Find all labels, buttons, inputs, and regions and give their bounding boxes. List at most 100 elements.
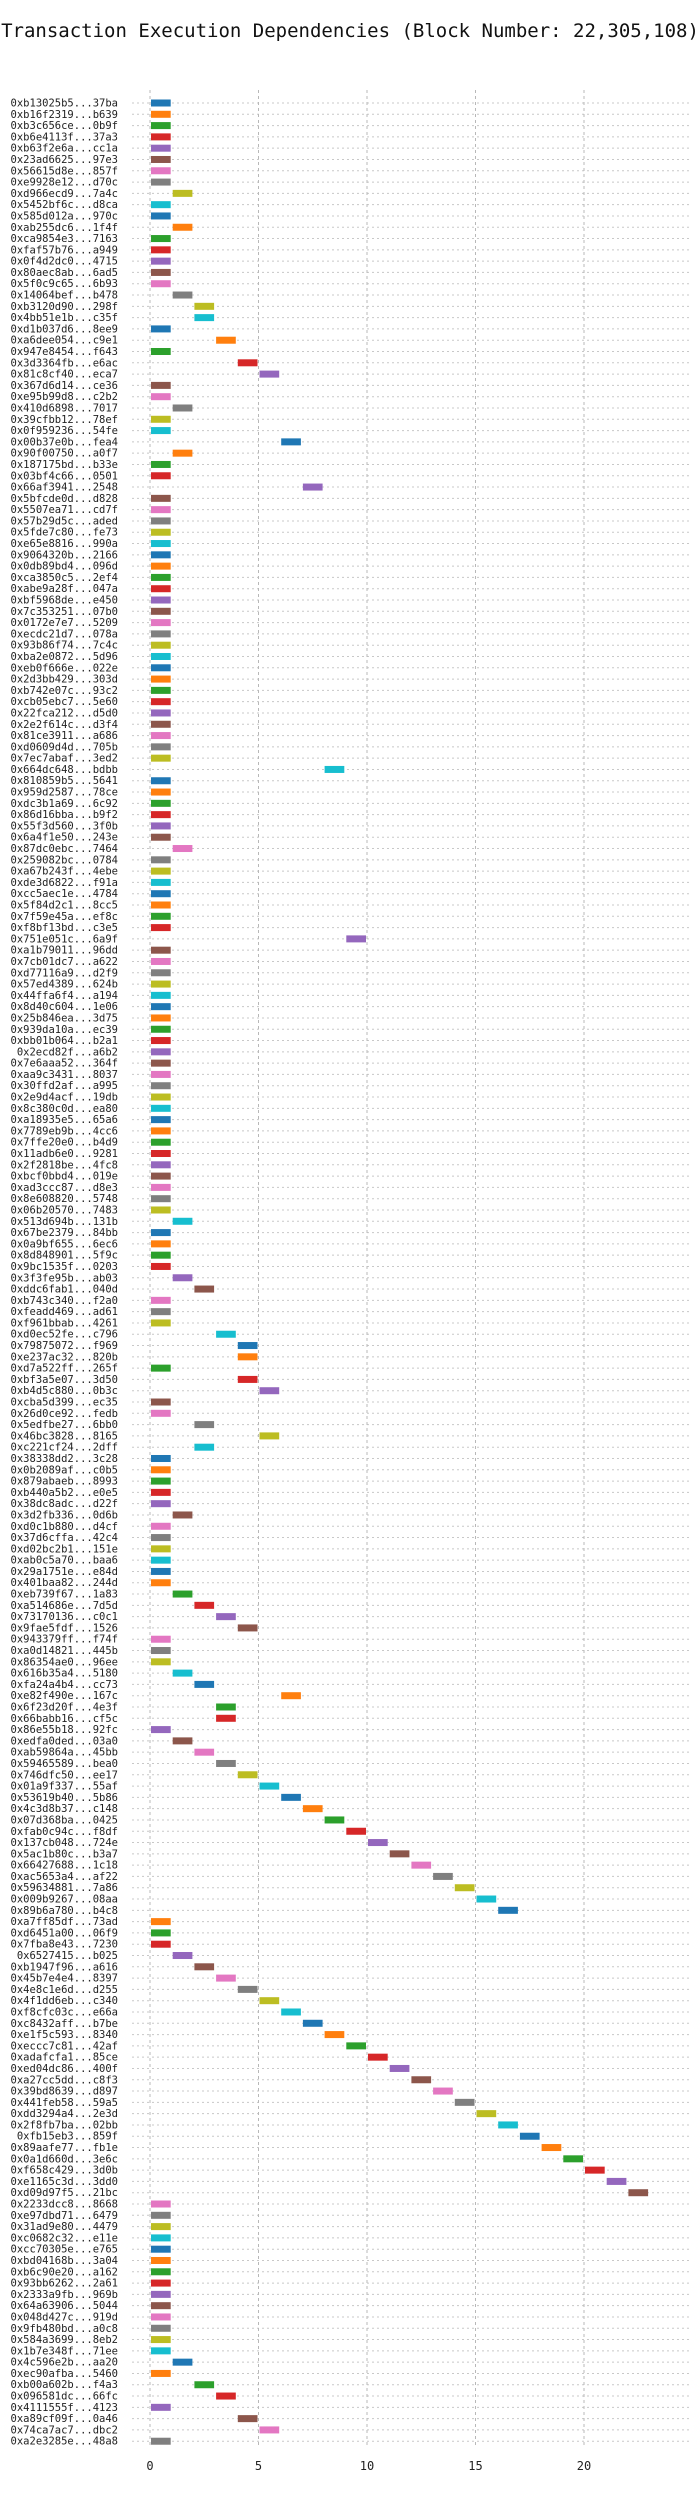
- execution-bar: [151, 641, 171, 649]
- execution-bar: [151, 415, 171, 423]
- execution-bar: [151, 1545, 171, 1553]
- execution-bar: [151, 2437, 171, 2445]
- execution-bar: [151, 777, 171, 785]
- execution-bar: [302, 483, 323, 491]
- execution-bar: [151, 1409, 171, 1417]
- execution-bar: [151, 2268, 171, 2276]
- transaction-label: 0x9bc1535f...0203: [11, 1261, 118, 1273]
- transaction-label: 0xe237ac32...820b: [11, 1351, 118, 1363]
- execution-bar: [606, 2177, 627, 2185]
- transaction-label: 0x14064bef...b478: [11, 290, 118, 302]
- execution-bar: [194, 314, 215, 322]
- transaction-label: 0x5507ea71...cd7f: [11, 504, 118, 516]
- transaction-label: 0x2333a9fb...969b: [11, 2289, 118, 2301]
- execution-bar: [281, 1692, 301, 1700]
- transaction-label: 0xbd04168b...3a04: [11, 2255, 118, 2267]
- execution-bar: [151, 2211, 171, 2219]
- transaction-label: 0x59465589...bea0: [11, 1758, 118, 1770]
- transaction-label: 0xe82f490e...167c: [11, 1690, 118, 1702]
- transaction-label: 0x4bb51e1b...c35f: [11, 312, 118, 324]
- execution-bar: [389, 1850, 410, 1858]
- execution-bar: [216, 336, 236, 344]
- transaction-label: 0x4e8c1e6d...d255: [11, 1984, 118, 1996]
- transaction-label: 0xb13025b5...37ba: [11, 98, 118, 110]
- execution-bar: [151, 1195, 171, 1203]
- transaction-label: 0xd966ecd9...7a4c: [11, 188, 118, 200]
- transaction-label: 0x2233dcc8...8668: [11, 2199, 118, 2211]
- execution-bar: [498, 2121, 518, 2129]
- transaction-label: 0xa6dee054...c9e1: [11, 335, 118, 347]
- transaction-label: 0x06b20570...7483: [11, 1204, 118, 1216]
- transaction-label: 0x3d3364fb...e6ac: [11, 357, 118, 369]
- transaction-label: 0x401baa82...244d: [11, 1577, 118, 1589]
- execution-bar: [151, 2369, 171, 2377]
- transaction-label: 0x56615d8e...857f: [11, 165, 118, 177]
- execution-bar: [151, 946, 171, 954]
- execution-bar: [151, 1567, 171, 1575]
- execution-bar: [151, 1150, 171, 1158]
- execution-bar: [151, 212, 171, 220]
- execution-bar: [151, 969, 171, 977]
- transaction-label: 0x66babb16...cf5c: [11, 1713, 118, 1725]
- execution-bar: [151, 2347, 171, 2355]
- transaction-label: 0x0f4d2dc0...4715: [11, 256, 118, 268]
- transaction-label: 0x7789eb9b...4cc6: [11, 1125, 118, 1137]
- execution-bar: [216, 1703, 236, 1711]
- execution-bar: [151, 381, 171, 389]
- execution-bar: [151, 2234, 171, 2242]
- execution-bar: [237, 1342, 258, 1350]
- execution-bar: [346, 2042, 366, 2050]
- transaction-label: 0xa18935e5...65a6: [11, 1114, 118, 1126]
- execution-bar: [151, 652, 171, 660]
- execution-bar: [194, 302, 215, 310]
- transaction-label: 0xb63f2e6a...cc1a: [11, 143, 118, 155]
- execution-bar: [151, 720, 171, 728]
- execution-bar: [151, 506, 171, 514]
- execution-bar: [151, 698, 171, 706]
- transaction-label: 0x0f959236...54fe: [11, 425, 118, 437]
- execution-bar: [259, 1997, 280, 2005]
- execution-bar: [628, 2189, 649, 2197]
- execution-bar: [172, 2358, 193, 2366]
- transaction-label: 0x87dc0ebc...7464: [11, 843, 118, 855]
- transaction-label: 0xb00a602b...f4a3: [11, 2379, 118, 2391]
- execution-bar: [151, 1229, 171, 1237]
- transaction-label: 0x39bd8639...d897: [11, 2086, 118, 2098]
- execution-bar: [302, 2019, 323, 2027]
- execution-bar: [151, 1940, 171, 1948]
- execution-bar: [194, 1443, 215, 1451]
- execution-bar: [172, 1669, 193, 1677]
- grid-layer: [132, 90, 690, 2448]
- transaction-label: 0x5bfcde0d...d828: [11, 493, 118, 505]
- transaction-label: 0xb6c90e20...a162: [11, 2266, 118, 2278]
- transaction-label: 0xd77116a9...d2f9: [11, 967, 118, 979]
- transaction-label: 0x2ecd82f...a6b2: [17, 1046, 118, 1058]
- transaction-label: 0x22fca212...d5d0: [11, 707, 118, 719]
- execution-bar: [454, 2098, 475, 2106]
- execution-bar: [433, 1872, 453, 1880]
- transaction-label: 0x367d6d14...ce36: [11, 380, 118, 392]
- execution-bar: [151, 540, 171, 548]
- transaction-label: 0xab59864a...45bb: [11, 1747, 118, 1759]
- transaction-label: 0x879abaeb...8993: [11, 1476, 118, 1488]
- transaction-label: 0xc8432aff...b7be: [11, 2018, 118, 2030]
- execution-bar: [216, 1974, 236, 1982]
- execution-bar: [151, 1059, 171, 1067]
- execution-bar: [346, 935, 366, 943]
- transaction-label: 0x6f23d20f...4e3f: [11, 1701, 118, 1713]
- transaction-label: 0x01a9f337...55af: [11, 1781, 118, 1793]
- transaction-label: 0x00b37e0b...fea4: [11, 436, 118, 448]
- execution-bar: [302, 1805, 323, 1813]
- execution-bar: [151, 1251, 171, 1259]
- execution-bar: [151, 1070, 171, 1078]
- transaction-label: 0x89b6a780...b4c8: [11, 1905, 118, 1917]
- transaction-label: 0x7c353251...07b0: [11, 606, 118, 618]
- transaction-label: 0x0db89bd4...096d: [11, 561, 118, 573]
- transaction-label: 0xa67b243f...4ebe: [11, 866, 118, 878]
- transaction-label: 0xe9928e12...d70c: [11, 177, 118, 189]
- transaction-label: 0x6527415...b025: [17, 1950, 118, 1962]
- transaction-label: 0xe95b99d8...c2b2: [11, 391, 118, 403]
- transaction-label: 0x3d2fb336...0d6b: [11, 1509, 118, 1521]
- transaction-label: 0xcba5d399...ec35: [11, 1397, 118, 1409]
